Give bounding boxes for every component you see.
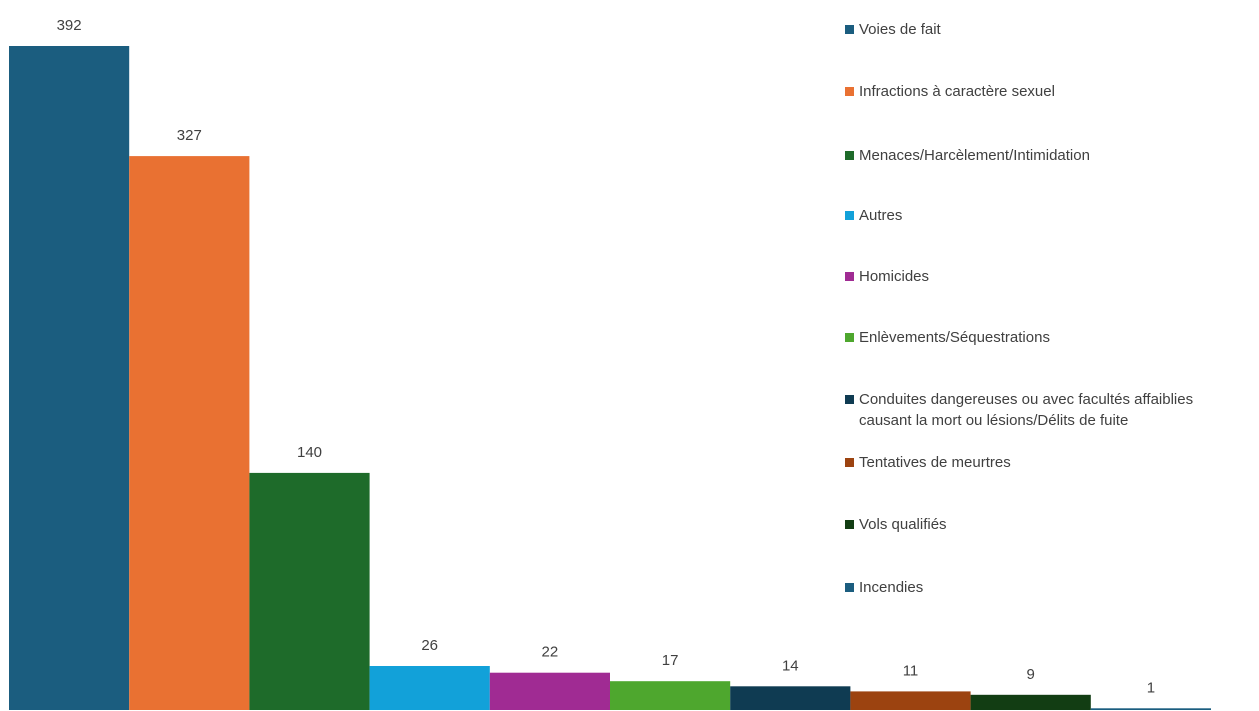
bar-1	[9, 46, 130, 710]
bar-9	[970, 694, 1091, 710]
bar-3	[249, 472, 370, 710]
legend-item: Infractions à caractère sexuel	[845, 81, 1055, 102]
legend-item: Tentatives de meurtres	[845, 452, 1011, 473]
bar-4	[369, 666, 490, 710]
legend-swatch	[845, 211, 854, 220]
legend-item: Enlèvements/Séquestrations	[845, 327, 1050, 348]
bar-10	[1090, 708, 1211, 710]
legend-swatch	[845, 272, 854, 281]
bar-8	[850, 691, 971, 710]
data-label-4: 26	[421, 637, 438, 654]
bar-5	[489, 672, 610, 710]
legend-label: Enlèvements/Séquestrations	[859, 329, 1050, 346]
legend-item: Autres	[845, 205, 902, 226]
data-label-10: 1	[1147, 679, 1155, 696]
data-label-7: 14	[782, 657, 799, 674]
bar-7	[730, 686, 851, 710]
data-label-5: 22	[542, 644, 559, 661]
data-label-1: 392	[57, 17, 82, 34]
legend-swatch	[845, 583, 854, 592]
legend-label: Tentatives de meurtres	[859, 454, 1011, 471]
legend-swatch	[845, 151, 854, 160]
legend-swatch	[845, 520, 854, 529]
legend-label: Autres	[859, 207, 903, 224]
bar-6	[610, 681, 731, 710]
legend-swatch	[845, 395, 854, 404]
bar-2	[129, 156, 250, 711]
data-label-8: 11	[903, 662, 919, 679]
legend-item: Voies de fait	[845, 19, 941, 40]
legend-label: Voies de fait	[859, 21, 941, 38]
data-label-2: 327	[177, 127, 202, 144]
legend-item: Incendies	[845, 577, 923, 598]
legend-swatch	[845, 333, 854, 342]
legend-item: Menaces/Harcèlement/Intimidation	[845, 145, 1090, 166]
data-label-3: 140	[297, 444, 322, 461]
legend-label: Conduites dangereuses ou avec facultés a…	[859, 391, 1194, 429]
legend-item: Conduites dangereuses ou avec facultés a…	[845, 389, 1193, 431]
legend-swatch	[845, 458, 854, 467]
data-label-9: 9	[1027, 666, 1035, 683]
legend-item: Vols qualifiés	[845, 514, 947, 535]
legend-label: Vols qualifiés	[859, 516, 947, 533]
legend-label: Homicides	[859, 268, 930, 285]
legend-swatch	[845, 87, 854, 96]
data-label-6: 17	[662, 652, 679, 669]
legend-label: Incendies	[859, 579, 924, 596]
legend-label: Infractions à caractère sexuel	[859, 83, 1055, 100]
legend-item: Homicides	[845, 266, 929, 287]
legend-swatch	[845, 25, 854, 34]
legend-label: Menaces/Harcèlement/Intimidation	[859, 147, 1090, 164]
